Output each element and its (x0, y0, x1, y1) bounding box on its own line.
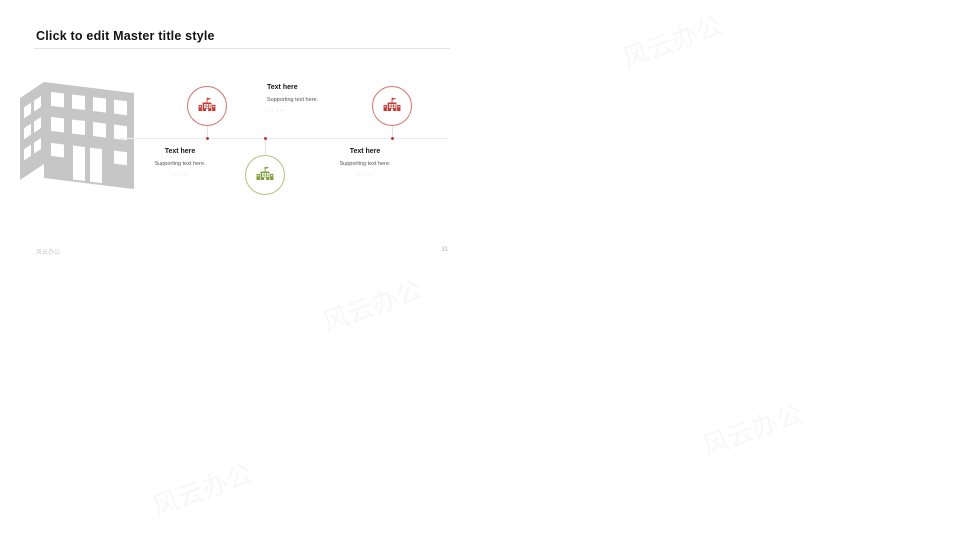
line-dot (263, 136, 267, 140)
text-block[interactable]: Text here Supporting text here. ... ... (134, 148, 226, 177)
watermark: 风云办公 (618, 10, 727, 74)
connector-line (392, 126, 393, 137)
title-rule (34, 48, 450, 49)
block-support: Supporting text here. (267, 97, 319, 103)
watermark: 风云办公 (318, 274, 427, 338)
line-dot (205, 136, 209, 140)
school-icon (198, 97, 216, 112)
text-block[interactable]: Text here Supporting text here. ... ... (267, 84, 318, 113)
text-block[interactable]: Text here Supporting text here. ... ... (318, 148, 412, 177)
block-dots: ... ... (171, 171, 189, 177)
school-icon (383, 97, 401, 112)
school-icon-circle (187, 86, 227, 126)
base-line (120, 138, 448, 139)
watermark: 风云办公 (148, 458, 257, 522)
block-dots: ... ... (267, 107, 285, 113)
block-label: Text here (267, 84, 298, 91)
office-building-illustration (20, 81, 134, 190)
page-number: 31 (441, 247, 448, 253)
page-title: Click to edit Master title style (36, 29, 215, 43)
block-support: Supporting text here. (339, 161, 391, 167)
block-label: Text here (349, 148, 381, 155)
block-dots: ... ... (356, 171, 374, 177)
line-dot (390, 136, 394, 140)
connector-line (207, 126, 208, 137)
school-icon-circle (245, 155, 285, 195)
watermark: 风云办公 (698, 398, 807, 462)
slide-31-campus-line[interactable]: Click to edit Master title style (0, 0, 480, 274)
block-label: Text here (164, 148, 196, 155)
connector-line (265, 140, 266, 155)
school-icon-circle (372, 86, 412, 126)
block-support: Supporting text here. (154, 161, 206, 167)
school-icon (256, 166, 274, 181)
footer-brand: 风云办公 (36, 250, 61, 256)
